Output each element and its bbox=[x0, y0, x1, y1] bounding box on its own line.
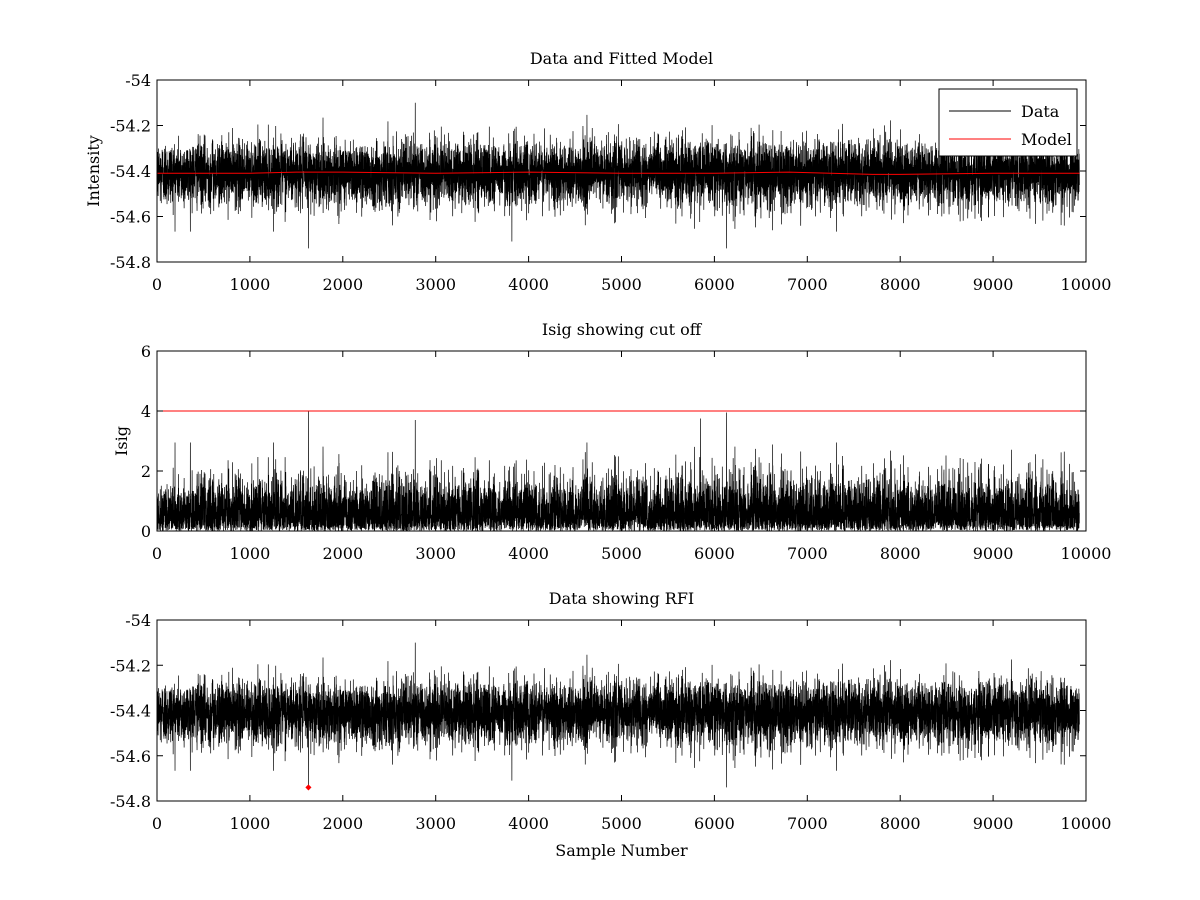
x-tick-label: 7000 bbox=[787, 814, 828, 833]
x-tick-label: 5000 bbox=[601, 275, 642, 294]
legend-box bbox=[938, 88, 1078, 157]
y-tick-label: 2 bbox=[141, 462, 151, 481]
panel-2: 0 1000 2000 3000 4000 5000 6000 7000 8000 9000 100… bbox=[112, 320, 1111, 563]
y-tick-label: 4 bbox=[141, 402, 151, 421]
panel-1: 0 1000 2000 3000 4000 5000 6000 7000 8000 9000 100… bbox=[84, 49, 1111, 294]
x-tick-label: 6000 bbox=[694, 814, 735, 833]
y-axis-label: Intensity bbox=[84, 135, 103, 207]
y-tick-label: -54.2 bbox=[110, 656, 151, 675]
x-tick-label: 8000 bbox=[880, 544, 921, 563]
legend-label: Data bbox=[1021, 102, 1060, 121]
y-tick-label: -54 bbox=[125, 71, 151, 90]
x-tick-label: 1000 bbox=[230, 814, 271, 833]
x-tick-label: 10000 bbox=[1061, 544, 1112, 563]
chart-title: Data and Fitted Model bbox=[530, 49, 713, 68]
x-tick-label: 5000 bbox=[601, 544, 642, 563]
x-tick-label: 3000 bbox=[415, 814, 456, 833]
y-tick-label: -54.6 bbox=[110, 208, 151, 227]
x-tick-label: 4000 bbox=[508, 275, 549, 294]
legend: Data Model bbox=[938, 88, 1078, 157]
x-tick-label: 6000 bbox=[694, 275, 735, 294]
x-tick-label: 3000 bbox=[415, 544, 456, 563]
series-isig-line bbox=[157, 410, 1080, 531]
x-tick-label: 2000 bbox=[322, 275, 363, 294]
chart-title: Data showing RFI bbox=[549, 589, 694, 608]
series-model-line bbox=[157, 171, 1080, 175]
x-axis-label: Sample Number bbox=[555, 841, 688, 860]
y-tick-label: -54.8 bbox=[110, 792, 151, 811]
x-tick-label: 8000 bbox=[880, 275, 921, 294]
x-tick-label: 4000 bbox=[508, 814, 549, 833]
y-tick-label: -54.4 bbox=[110, 162, 151, 181]
x-tick-label: 0 bbox=[152, 814, 162, 833]
x-tick-label: 9000 bbox=[973, 544, 1014, 563]
x-tick-label: 10000 bbox=[1061, 814, 1112, 833]
y-tick-label: -54.2 bbox=[110, 117, 151, 136]
x-tick-label: 8000 bbox=[880, 814, 921, 833]
plot-area bbox=[157, 642, 1080, 788]
x-tick-label: 10000 bbox=[1061, 275, 1112, 294]
x-tick-label: 2000 bbox=[322, 814, 363, 833]
series-data-line bbox=[157, 642, 1080, 788]
x-tick-label: 6000 bbox=[694, 544, 735, 563]
x-tick-label: 0 bbox=[152, 544, 162, 563]
rfi-point bbox=[305, 784, 312, 791]
x-tick-label: 1000 bbox=[230, 544, 271, 563]
x-tick-label: 4000 bbox=[508, 544, 549, 563]
y-tick-label: -54.4 bbox=[110, 702, 151, 721]
x-tick-label: 1000 bbox=[230, 275, 271, 294]
x-tick-label: 7000 bbox=[787, 275, 828, 294]
panel-3: 0 1000 2000 3000 4000 5000 6000 7000 8000 9000 100… bbox=[110, 589, 1111, 860]
y-axis-label: Isig bbox=[112, 426, 131, 456]
legend-label: Model bbox=[1021, 130, 1072, 149]
y-tick-label: -54 bbox=[125, 611, 151, 630]
x-tick-label: 7000 bbox=[787, 544, 828, 563]
x-tick-label: 9000 bbox=[973, 814, 1014, 833]
x-tick-label: 5000 bbox=[601, 814, 642, 833]
plot-area bbox=[157, 102, 1080, 249]
plot-area bbox=[157, 410, 1086, 531]
y-tick-label: 0 bbox=[141, 522, 151, 541]
x-tick-label: 9000 bbox=[973, 275, 1014, 294]
x-tick-label: 2000 bbox=[322, 544, 363, 563]
y-tick-label: -54.6 bbox=[110, 747, 151, 766]
chart-title: Isig showing cut off bbox=[542, 320, 703, 339]
x-tick-label: 0 bbox=[152, 275, 162, 294]
series-data-line bbox=[157, 102, 1080, 249]
y-tick-label: 6 bbox=[141, 342, 151, 361]
y-tick-label: -54.8 bbox=[110, 253, 151, 272]
x-tick-label: 3000 bbox=[415, 275, 456, 294]
